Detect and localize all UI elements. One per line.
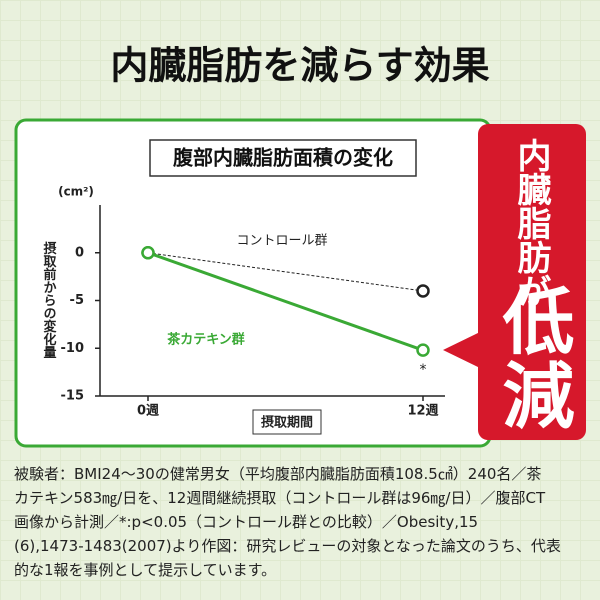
unit-label: (cm²) bbox=[58, 185, 94, 199]
callout-emphasis: 低減 bbox=[490, 284, 574, 432]
x-axis-label: 摂取期間 bbox=[261, 415, 313, 431]
footnote-line: 被験者：BMI24～30の健常男女（平均腹部内臓脂肪面積108.5㎠）240名／… bbox=[14, 465, 542, 483]
title-box bbox=[149, 139, 417, 177]
x-label-box bbox=[252, 409, 322, 435]
footnote-line: カテキン583㎎/日を、12週間継続摂取（コントロール群は96㎎/日）／腹部CT bbox=[14, 489, 546, 507]
series-label: コントロール群 bbox=[236, 233, 327, 248]
series-line bbox=[147, 251, 424, 352]
footnote: 被験者：BMI24～30の健常男女（平均腹部内臓脂肪面積108.5㎠）240名／… bbox=[14, 462, 594, 582]
callout-text: 内臓脂肪が bbox=[511, 138, 551, 308]
callout: 内臓脂肪が 低減 bbox=[478, 124, 586, 440]
footnote-line: 画像から計測／*:p<0.05（コントロール群との比較）／Obesity,15 bbox=[14, 513, 479, 531]
y-tick-label: 0 bbox=[75, 245, 84, 260]
footnote-line: 的な1報を事例として提示しています。 bbox=[14, 561, 277, 579]
footnote-line: (6),1473-1483(2007)より作図：研究レビューの対象となった論文の… bbox=[14, 537, 561, 555]
y-tick-label: -15 bbox=[61, 389, 85, 404]
y-tick-label: -5 bbox=[70, 293, 84, 308]
x-tick-label: 12週 bbox=[407, 404, 438, 419]
data-point bbox=[141, 246, 155, 260]
y-tick-label: -10 bbox=[61, 341, 85, 356]
x-tick-label: 0週 bbox=[137, 404, 159, 419]
data-point bbox=[416, 284, 430, 298]
series-line bbox=[147, 252, 424, 292]
page-title: 内臓脂肪を減らす効果 bbox=[110, 44, 489, 88]
data-point bbox=[416, 343, 430, 357]
callout-arrow bbox=[443, 332, 480, 368]
y-axis-label: 摂取前からの変化量 bbox=[41, 241, 57, 360]
annotation: * bbox=[420, 362, 427, 378]
series-label: 茶カテキン群 bbox=[167, 332, 245, 348]
chart-title: 腹部内臓脂肪面積の変化 bbox=[173, 146, 393, 170]
